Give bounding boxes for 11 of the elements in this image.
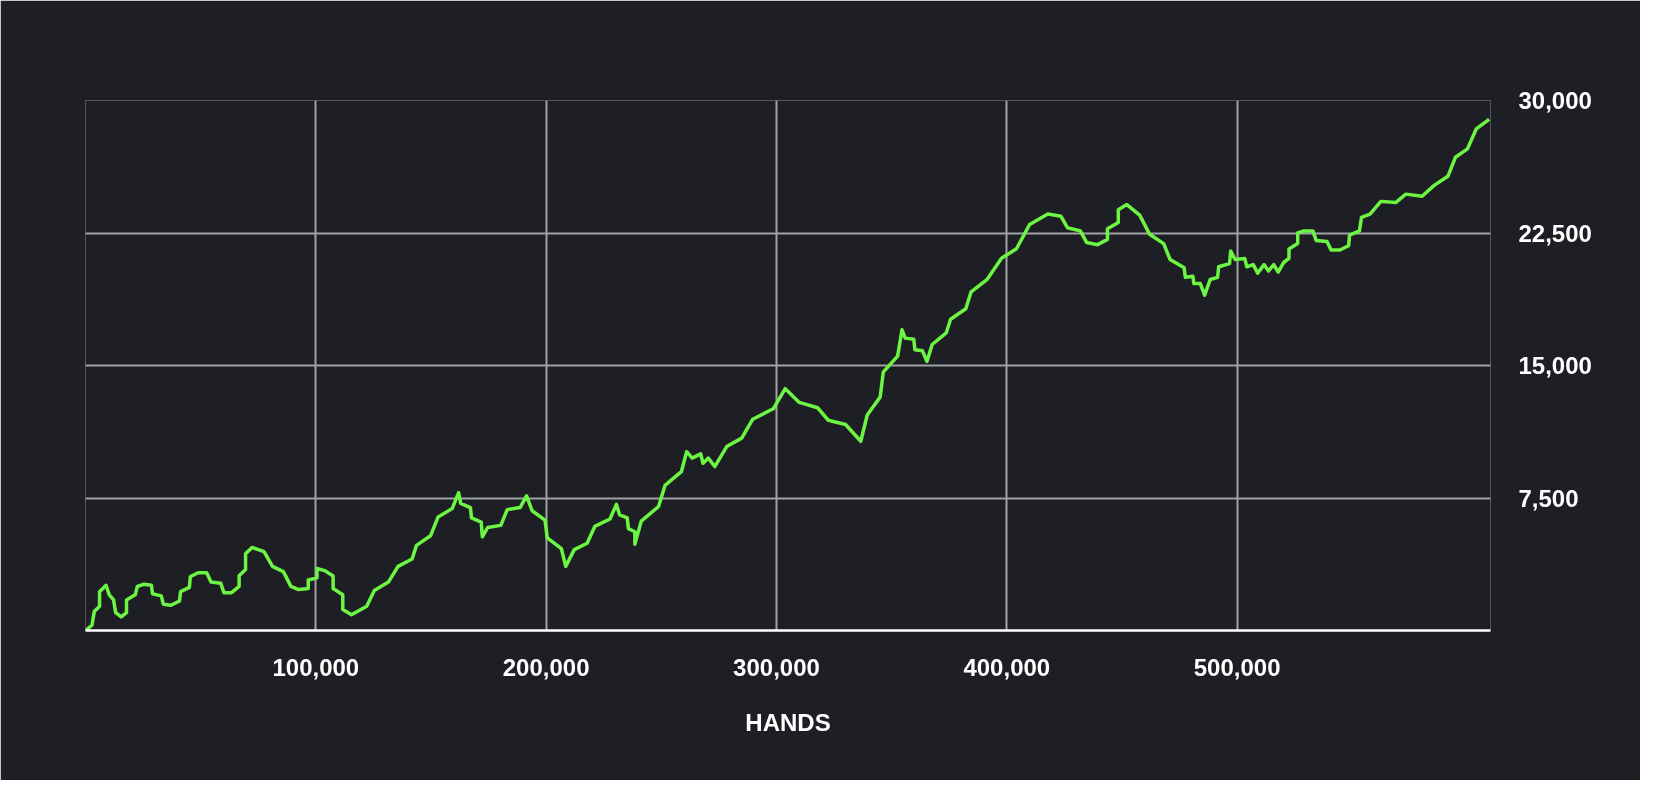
- x-tick-label: 500,000: [1193, 653, 1281, 681]
- y-tick-label: 22,500: [1518, 219, 1592, 247]
- x-tick-label: 100,000: [272, 653, 360, 681]
- y-tick-label: 15,000: [1518, 352, 1592, 379]
- line-series: [85, 117, 1491, 631]
- x-tick-label: 400,000: [963, 653, 1051, 681]
- x-tick-label: 300,000: [733, 653, 820, 681]
- y-tick-label: 7,500: [1518, 484, 1579, 512]
- y-tick-label: 30,000: [1518, 87, 1592, 114]
- x-axis-title: HANDS: [745, 708, 831, 736]
- x-tick-label: 200,000: [502, 653, 590, 681]
